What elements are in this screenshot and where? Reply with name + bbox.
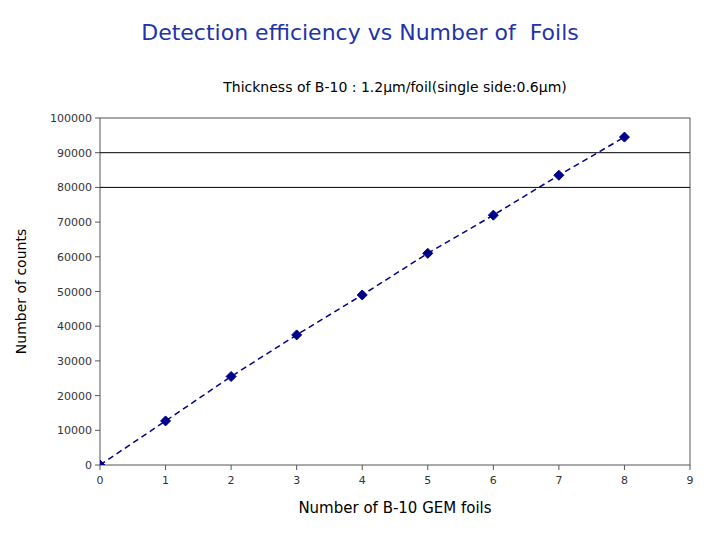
x-tick-label: 9 xyxy=(687,474,694,487)
point-marker xyxy=(226,372,236,382)
y-tick xyxy=(95,430,100,431)
x-tick-label: 2 xyxy=(228,474,235,487)
plot-frame xyxy=(100,118,690,465)
y-axis-label: Number of counts xyxy=(13,229,29,354)
y-tick xyxy=(95,187,100,188)
y-tick-label: 30000 xyxy=(57,355,92,368)
y-tick xyxy=(95,152,100,153)
x-tick xyxy=(690,465,691,470)
x-tick-label: 6 xyxy=(490,474,497,487)
x-tick xyxy=(362,465,363,470)
x-tick-label: 1 xyxy=(162,474,169,487)
x-tick xyxy=(558,465,559,470)
point-marker xyxy=(357,290,367,300)
x-tick xyxy=(624,465,625,470)
y-tick xyxy=(95,256,100,257)
y-tick xyxy=(95,222,100,223)
x-tick xyxy=(427,465,428,470)
y-tick-label: 90000 xyxy=(57,147,92,160)
y-tick-label: 60000 xyxy=(57,251,92,264)
x-tick xyxy=(231,465,232,470)
x-tick xyxy=(493,465,494,470)
point-marker xyxy=(488,210,498,220)
reference-line xyxy=(100,152,690,153)
y-tick-label: 0 xyxy=(85,459,92,472)
reference-line xyxy=(100,187,690,188)
point-marker xyxy=(554,170,564,180)
y-tick xyxy=(95,291,100,292)
x-tick xyxy=(296,465,297,470)
point-marker xyxy=(619,132,629,142)
x-tick-label: 3 xyxy=(293,474,300,487)
x-tick xyxy=(100,465,101,470)
point-marker xyxy=(292,330,302,340)
y-tick-label: 80000 xyxy=(57,181,92,194)
plot-area xyxy=(100,132,690,465)
point-marker xyxy=(423,248,433,258)
x-axis-label: Number of B-10 GEM foils xyxy=(298,499,491,517)
y-tick xyxy=(95,395,100,396)
y-tick-label: 50000 xyxy=(57,286,92,299)
y-tick-label: 70000 xyxy=(57,216,92,229)
x-tick-label: 4 xyxy=(359,474,366,487)
x-tick-label: 7 xyxy=(555,474,562,487)
x-tick-label: 5 xyxy=(424,474,431,487)
x-tick-label: 8 xyxy=(621,474,628,487)
y-tick-label: 40000 xyxy=(57,320,92,333)
x-tick-label: 0 xyxy=(97,474,104,487)
y-tick-label: 20000 xyxy=(57,390,92,403)
y-tick xyxy=(95,118,100,119)
x-tick xyxy=(165,465,166,470)
point-marker xyxy=(161,416,171,426)
y-tick xyxy=(95,326,100,327)
y-tick xyxy=(95,360,100,361)
series-line xyxy=(100,137,624,465)
axes: 0 10000 20000 30000 40000 50000 60000 70000 8000… xyxy=(50,112,694,487)
title: Detection efficiency vs Number of Foils xyxy=(141,20,579,45)
y-tick xyxy=(95,465,100,466)
chart: Detection efficiency vs Number of Foils T… xyxy=(0,0,720,540)
y-tick-label: 10000 xyxy=(57,424,92,437)
y-tick-label: 100000 xyxy=(50,112,92,125)
annotation: Thickness of B-10 : 1.2μm/foil(single si… xyxy=(222,79,567,95)
point-marker xyxy=(100,460,105,465)
